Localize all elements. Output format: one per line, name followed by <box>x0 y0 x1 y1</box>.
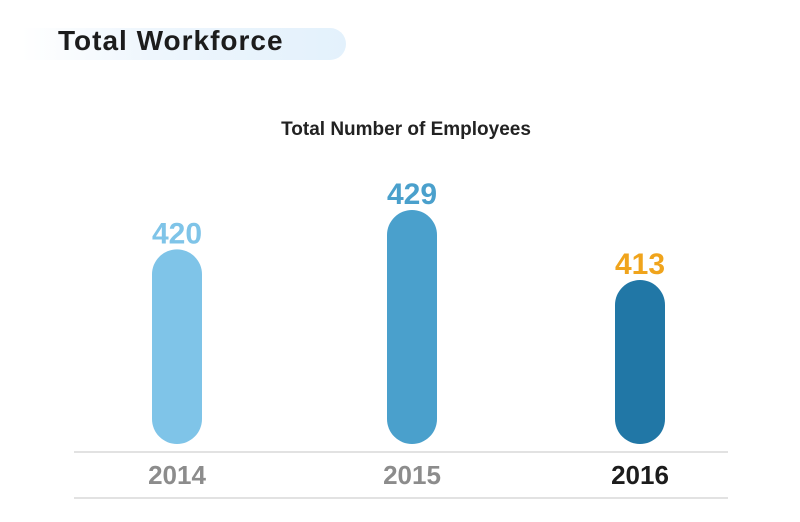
value-label-2014: 420 <box>152 217 202 250</box>
bars-group: 420 2014 429 2015 413 2016 <box>148 178 669 490</box>
value-label-2015: 429 <box>387 178 437 211</box>
title-highlight <box>22 28 346 60</box>
page-title: Total Workforce <box>58 25 284 56</box>
bar-2016 <box>615 280 665 444</box>
category-label-2016: 2016 <box>611 460 669 490</box>
chart-title: Total Number of Employees <box>281 119 531 140</box>
value-label-2016: 413 <box>615 248 665 281</box>
category-label-2014: 2014 <box>148 460 206 490</box>
bar-2015 <box>387 210 437 444</box>
bar-2014 <box>152 249 202 444</box>
category-label-2015: 2015 <box>383 460 441 490</box>
